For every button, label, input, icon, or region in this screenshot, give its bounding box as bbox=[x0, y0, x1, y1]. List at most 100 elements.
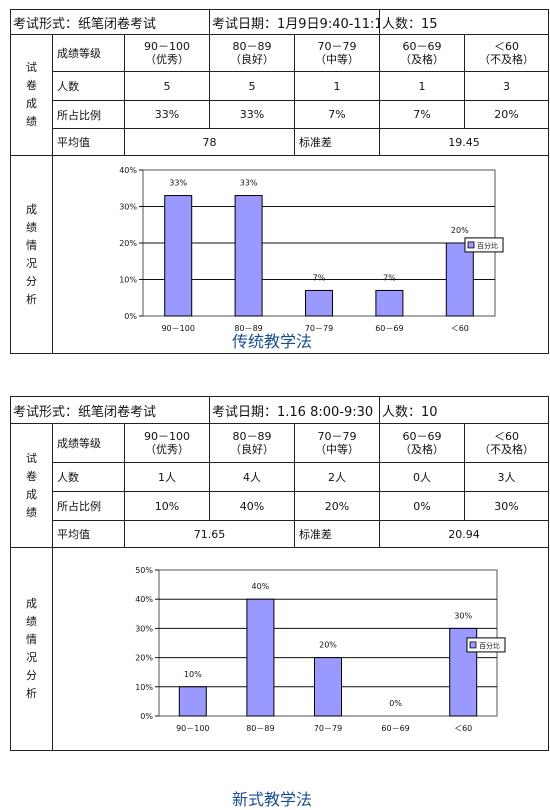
count-cell: 5 bbox=[124, 71, 210, 101]
ratio-cell: 10% bbox=[124, 491, 210, 521]
bar bbox=[445, 242, 474, 317]
grade-header: 80－89 （良好） bbox=[209, 34, 295, 72]
score-table-1: 考试形式：纸笔闭卷考试 考试日期：1月9日9:40-11:10 人数：15 试卷… bbox=[10, 9, 550, 354]
y-tick-label: 50% bbox=[135, 566, 153, 575]
grade-label: 成绩等级 bbox=[52, 423, 125, 463]
side-title-scores: 试卷成绩 bbox=[10, 423, 53, 548]
x-tick-label: 60－69 bbox=[375, 324, 403, 333]
count-cell: 0人 bbox=[379, 462, 465, 492]
legend-box bbox=[464, 237, 504, 253]
grade-header: 90－100 （优秀） bbox=[124, 34, 210, 72]
x-tick-label: 70－79 bbox=[314, 724, 342, 733]
ratio-cell: 20% bbox=[294, 491, 380, 521]
bar bbox=[375, 289, 404, 317]
data-label: 30% bbox=[454, 611, 472, 620]
data-label: 7% bbox=[383, 273, 396, 282]
grade-header: 70－79 （中等） bbox=[293, 34, 381, 72]
y-tick-label: 40% bbox=[119, 166, 137, 175]
count-cell: 5 bbox=[209, 71, 295, 101]
bar-chart: 0% 10% 20% 30% 40% 50% 10% 90－100 40% 80－89 20% 70－… bbox=[135, 566, 506, 733]
ratio-cell: 33% bbox=[209, 100, 295, 129]
grade-header: 70－79 （中等） bbox=[294, 423, 380, 463]
ratio-cell: 33% bbox=[124, 100, 210, 129]
score-table-2: 考试形式：纸笔闭卷考试 考试日期：1.16 8:00-9:30 人数：10 试卷… bbox=[10, 396, 550, 751]
x-tick-label: 80－89 bbox=[246, 724, 274, 733]
legend-label: 百分比 bbox=[477, 241, 498, 250]
data-label: 33% bbox=[169, 179, 187, 188]
data-label: 33% bbox=[240, 179, 258, 188]
count-label: 人数 bbox=[52, 462, 125, 492]
bar bbox=[234, 195, 263, 317]
legend-box bbox=[466, 637, 506, 653]
count-cell: 1 bbox=[293, 71, 381, 101]
ratio-cell: 40% bbox=[209, 491, 295, 521]
average-value: 71.65 bbox=[124, 520, 295, 548]
x-tick-label: 90－100 bbox=[176, 724, 209, 733]
average-value: 78 bbox=[124, 128, 295, 156]
count-label: 人数 bbox=[52, 71, 125, 101]
average-label: 平均值 bbox=[52, 520, 125, 548]
ratio-cell: 0% bbox=[379, 491, 465, 521]
side-title-scores: 试卷成绩 bbox=[10, 34, 53, 156]
legend-label: 百分比 bbox=[479, 641, 500, 650]
method-caption-traditional: 传统教学法 bbox=[232, 332, 313, 351]
grade-header: 80－89 （良好） bbox=[209, 423, 295, 463]
y-tick-label: 20% bbox=[119, 239, 137, 248]
chart-cell: 0% 10% 20% 30% 40% 33% 90－100 33% 80－89 7% 70－79 7%… bbox=[51, 155, 550, 354]
exam-form: 考试形式：纸笔闭卷考试 bbox=[10, 396, 210, 424]
grade-header: 90－100 （优秀） bbox=[124, 423, 210, 463]
bar bbox=[178, 686, 207, 717]
data-label: 40% bbox=[252, 582, 270, 591]
legend-swatch bbox=[467, 241, 475, 249]
chart-cell: 0% 10% 20% 30% 40% 50% 10% 90－100 40% 80－89 20% 70－… bbox=[51, 547, 550, 751]
data-label: 10% bbox=[184, 670, 202, 679]
x-tick-label: ＜60 bbox=[451, 324, 469, 333]
grade-header: 60－69 （及格） bbox=[379, 423, 465, 463]
x-tick-label: ＜60 bbox=[454, 724, 472, 733]
y-tick-label: 10% bbox=[135, 683, 153, 692]
ratio-cell: 20% bbox=[464, 100, 550, 129]
count-cell: 4人 bbox=[209, 462, 295, 492]
count-cell: 1 bbox=[379, 71, 466, 101]
y-tick-label: 40% bbox=[135, 595, 153, 604]
average-label: 平均值 bbox=[52, 128, 125, 156]
count-cell: 3人 bbox=[463, 462, 550, 492]
data-label: 7% bbox=[313, 273, 326, 282]
headcount: 人数：15 bbox=[379, 9, 550, 35]
exam-date: 考试日期：1月9日9:40-11:10 bbox=[208, 9, 381, 35]
ratio-label: 所占比例 bbox=[52, 100, 125, 129]
std-value: 20.94 bbox=[378, 520, 550, 548]
data-label: 20% bbox=[319, 641, 337, 650]
ratio-label: 所占比例 bbox=[52, 491, 125, 521]
std-label: 标准差 bbox=[294, 520, 380, 548]
ratio-cell: 7% bbox=[293, 100, 381, 129]
side-title-analysis: 成绩情况分析 bbox=[10, 155, 53, 354]
x-tick-label: 80－89 bbox=[234, 324, 262, 333]
ratio-cell: 30% bbox=[463, 491, 550, 521]
exam-date: 考试日期：1.16 8:00-9:30 bbox=[209, 396, 380, 424]
x-tick-label: 60－69 bbox=[381, 724, 409, 733]
bar bbox=[246, 598, 275, 717]
x-tick-label: 90－100 bbox=[161, 324, 194, 333]
grade-header: ＜60 （不及格） bbox=[464, 34, 550, 72]
legend-swatch bbox=[469, 641, 477, 649]
data-label: 0% bbox=[389, 699, 402, 708]
y-tick-label: 0% bbox=[140, 712, 153, 721]
count-cell: 3 bbox=[464, 71, 550, 101]
method-caption-new: 新式教学法 bbox=[232, 790, 313, 809]
std-label: 标准差 bbox=[293, 128, 381, 156]
x-tick-label: 70－79 bbox=[305, 324, 333, 333]
side-title-analysis: 成绩情况分析 bbox=[10, 547, 53, 751]
headcount: 人数：10 bbox=[378, 396, 550, 424]
bar bbox=[164, 195, 193, 317]
bar bbox=[305, 289, 333, 317]
bar-chart: 0% 10% 20% 30% 40% 33% 90－100 33% 80－89 7% 70－79 7%… bbox=[119, 166, 504, 333]
count-cell: 1人 bbox=[124, 462, 210, 492]
std-value: 19.45 bbox=[379, 128, 550, 156]
bar bbox=[314, 657, 342, 717]
legend: 百分比 bbox=[466, 637, 506, 653]
y-tick-label: 0% bbox=[124, 312, 137, 321]
y-tick-label: 20% bbox=[135, 654, 153, 663]
data-label: 20% bbox=[451, 226, 469, 235]
exam-form: 考试形式：纸笔闭卷考试 bbox=[10, 9, 210, 35]
